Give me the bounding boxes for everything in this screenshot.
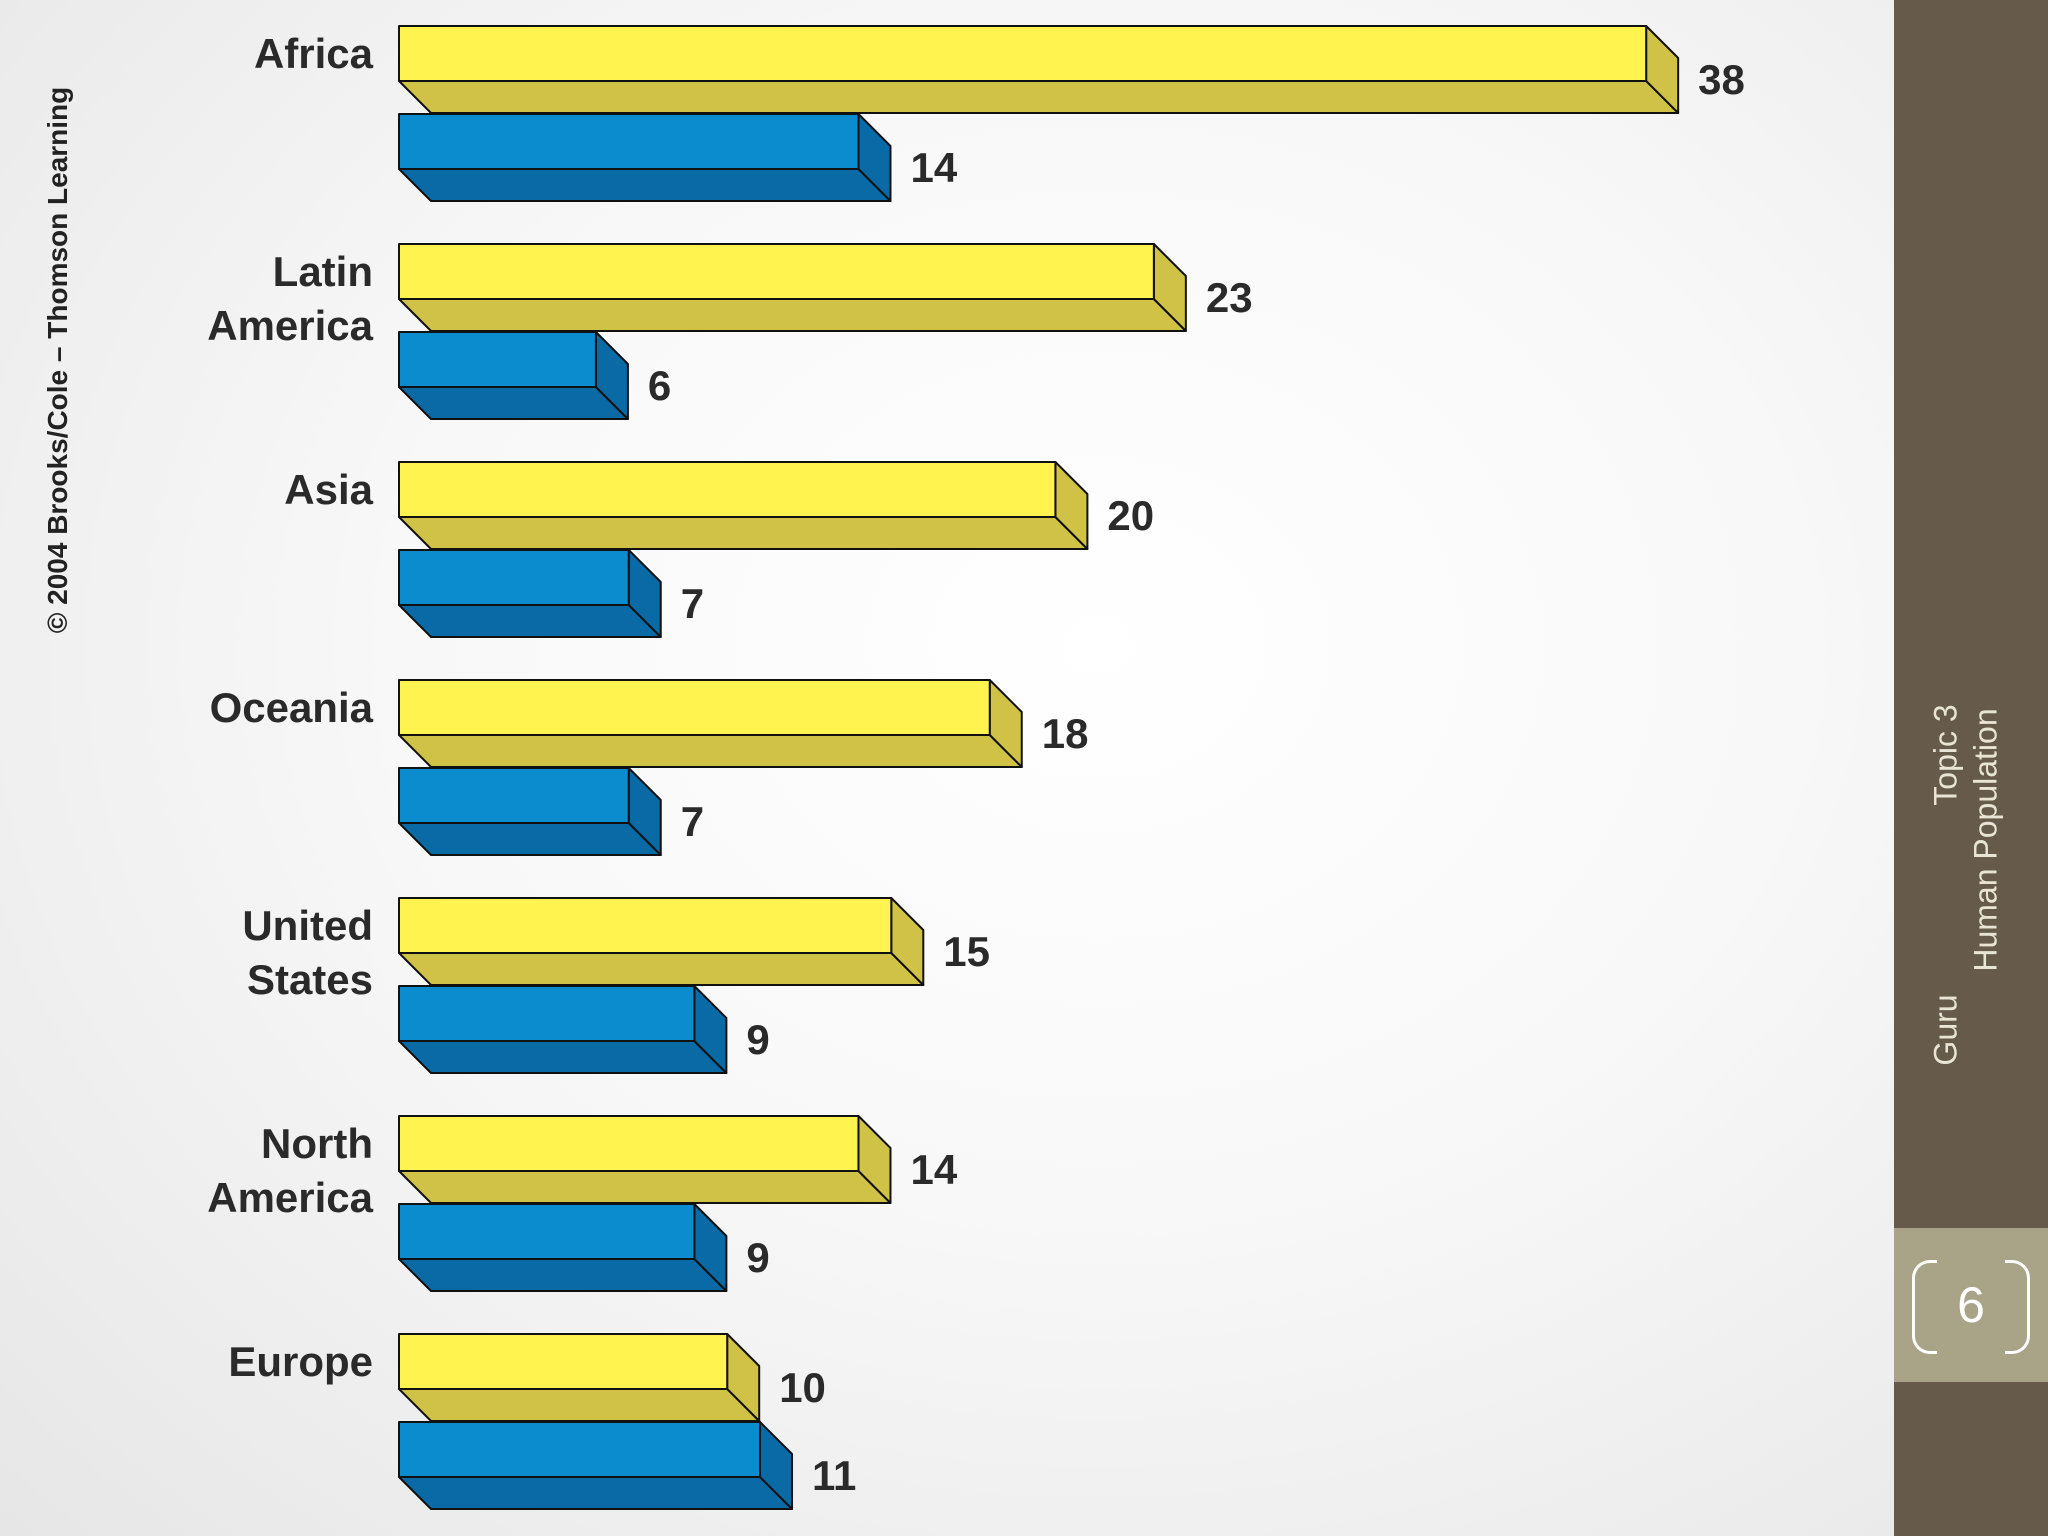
- value-label-united-states-1: 15: [943, 928, 990, 975]
- value-label-north-america-2: 9: [746, 1234, 769, 1281]
- bar-bottom-face: [398, 734, 1023, 768]
- bar-front-face: [398, 767, 630, 824]
- bar-north-america-2: [398, 1203, 728, 1292]
- category-label-line: America: [207, 302, 373, 349]
- slide-number: 6: [1957, 1277, 1985, 1333]
- bar-bottom-face: [398, 604, 662, 638]
- copyright-notice: © 2004 Brooks/Cole – Thomson Learning: [42, 86, 73, 634]
- value-label-oceania-2: 7: [681, 798, 704, 845]
- footer-topic: Topic 3: [1927, 704, 1964, 806]
- category-label-north-america: North America: [207, 1120, 373, 1221]
- bar-oceania-2: [398, 767, 662, 856]
- bar-front-face: [398, 331, 597, 388]
- value-label-latin-america-2: 6: [648, 362, 671, 409]
- bar-front-face: [398, 1115, 860, 1172]
- bar-front-face: [398, 897, 893, 954]
- category-label-line: Asia: [284, 466, 373, 513]
- bar-bottom-face: [398, 952, 925, 986]
- bar-bottom-face: [398, 1170, 892, 1204]
- category-label-united-states: United States: [242, 902, 373, 1003]
- slide-number-band: 6: [1894, 1228, 2048, 1382]
- category-label-line: North: [261, 1120, 373, 1167]
- value-label-united-states-2: 9: [746, 1016, 769, 1063]
- bar-front-face: [398, 243, 1155, 300]
- bar-bottom-face: [398, 168, 892, 202]
- bar-bottom-face: [398, 80, 1680, 114]
- value-label-asia-2: 7: [681, 580, 704, 627]
- bar-united-states-1: [398, 897, 925, 986]
- category-label-asia: Asia: [284, 466, 373, 513]
- category-label-line: Africa: [254, 30, 374, 77]
- bar-bottom-face: [398, 1258, 728, 1292]
- bar-europe-1: [398, 1333, 761, 1422]
- value-label-europe-1: 10: [779, 1364, 826, 1411]
- bar-bottom-face: [398, 516, 1089, 550]
- bar-bottom-face: [398, 1388, 761, 1422]
- side-panel: 6: [1894, 0, 2048, 1536]
- value-label-north-america-1: 14: [910, 1146, 957, 1193]
- bar-africa-1: [398, 25, 1680, 114]
- category-label-line: United: [242, 902, 373, 949]
- value-label-europe-2: 11: [812, 1452, 856, 1499]
- category-label-line: Oceania: [210, 684, 374, 731]
- bar-bottom-face: [398, 1040, 728, 1074]
- category-label-africa: Africa: [254, 30, 374, 77]
- category-label-latin-america: Latin America: [207, 248, 373, 349]
- bar-bottom-face: [398, 386, 629, 420]
- bar-front-face: [398, 25, 1648, 82]
- bar-front-face: [398, 1333, 729, 1390]
- value-label-asia-1: 20: [1107, 492, 1154, 539]
- slide: Africa 38 14 Latin America 23 6 Asia 20 7 Oceania 1…: [0, 0, 1894, 1536]
- value-label-latin-america-1: 23: [1206, 274, 1253, 321]
- bar-front-face: [398, 679, 991, 736]
- bar-bottom-face: [398, 822, 662, 856]
- category-label-line: Latin: [273, 248, 373, 295]
- right-brace-icon: [2005, 1260, 2030, 1354]
- bar-asia-2: [398, 549, 662, 638]
- footer-author: Guru: [1927, 994, 1964, 1066]
- bar-bottom-face: [398, 1476, 794, 1510]
- category-label-line: States: [247, 956, 373, 1003]
- value-label-oceania-1: 18: [1042, 710, 1089, 757]
- category-label-line: America: [207, 1174, 373, 1221]
- bar-oceania-1: [398, 679, 1023, 768]
- bar-front-face: [398, 549, 630, 606]
- category-label-line: Europe: [228, 1338, 373, 1385]
- bar-latin-america-2: [398, 331, 629, 420]
- value-label-africa-1: 38: [1698, 56, 1745, 103]
- bar-bottom-face: [398, 298, 1187, 332]
- bar-europe-2: [398, 1421, 794, 1510]
- category-label-oceania: Oceania: [210, 684, 374, 731]
- bar-front-face: [398, 985, 696, 1042]
- footer-course: Human Population: [1967, 708, 2004, 972]
- bar-front-face: [398, 113, 860, 170]
- bar-chart: Africa 38 14 Latin America 23 6 Asia 20 7 Oceania 1…: [207, 25, 1745, 1510]
- bar-front-face: [398, 1203, 696, 1260]
- bar-north-america-1: [398, 1115, 892, 1204]
- bar-united-states-2: [398, 985, 728, 1074]
- bar-latin-america-1: [398, 243, 1187, 332]
- category-label-europe: Europe: [228, 1338, 373, 1385]
- bar-front-face: [398, 1421, 762, 1478]
- left-brace-icon: [1912, 1260, 1937, 1354]
- value-label-africa-2: 14: [910, 144, 957, 191]
- bar-africa-2: [398, 113, 892, 202]
- bar-front-face: [398, 461, 1057, 518]
- bar-asia-1: [398, 461, 1089, 550]
